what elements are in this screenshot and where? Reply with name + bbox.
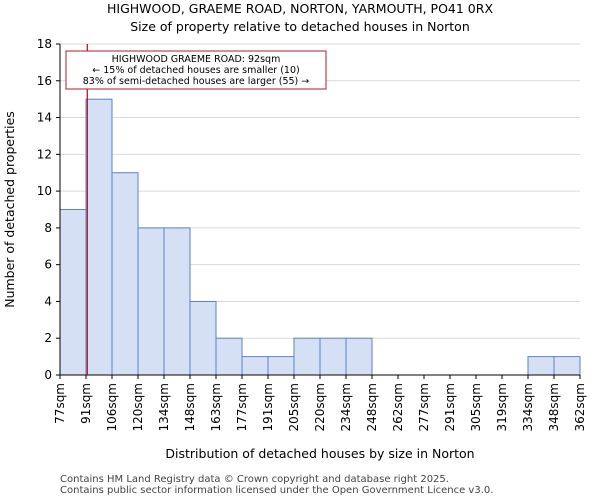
chart-title: HIGHWOOD, GRAEME ROAD, NORTON, YARMOUTH,…: [106, 1, 494, 16]
chart-subtitle: Size of property relative to detached ho…: [130, 19, 470, 34]
x-axis-label: Distribution of detached houses by size …: [165, 446, 474, 461]
annotation-text-line: HIGHWOOD GRAEME ROAD: 92sqm: [112, 54, 281, 65]
x-tick-label: 248sqm: [365, 383, 379, 431]
annotation-text-line: ← 15% of detached houses are smaller (10…: [92, 65, 299, 76]
x-tick-label: 106sqm: [105, 383, 119, 431]
y-tick-label: 16: [37, 74, 52, 88]
x-tick-label: 262sqm: [391, 383, 405, 431]
y-tick-label: 8: [44, 221, 52, 235]
x-tick-label: 319sqm: [495, 383, 509, 431]
annotation-box: [65, 50, 327, 90]
x-tick-label: 205sqm: [287, 383, 301, 431]
histogram-bar: [189, 300, 217, 376]
x-tick-label: 191sqm: [261, 383, 275, 431]
x-tick-label: 163sqm: [209, 383, 223, 431]
y-tick-label: 12: [37, 147, 52, 161]
histogram-bar: [267, 356, 295, 376]
histogram-bar: [163, 227, 191, 376]
histogram-bar: [85, 98, 113, 376]
histogram-bar: [241, 356, 269, 376]
x-tick-label: 148sqm: [183, 383, 197, 431]
x-tick-label: 362sqm: [573, 383, 587, 431]
histogram-bar: [345, 337, 373, 376]
x-tick-label: 220sqm: [313, 383, 327, 431]
footer-copyright: Contains HM Land Registry data © Crown c…: [60, 474, 449, 485]
histogram-bar: [319, 337, 347, 376]
x-tick-label: 348sqm: [547, 383, 561, 431]
histogram-bar: [553, 356, 581, 376]
x-tick-label: 91sqm: [79, 383, 93, 424]
y-tick-label: 10: [37, 184, 52, 198]
x-tick-label: 134sqm: [157, 383, 171, 431]
histogram-bar: [215, 337, 243, 376]
histogram-bar: [111, 172, 139, 376]
x-tick-label: 234sqm: [339, 383, 353, 431]
histogram-bar: [137, 227, 165, 376]
histogram-bar: [527, 356, 555, 376]
x-tick-label: 120sqm: [131, 383, 145, 431]
x-tick-label: 277sqm: [417, 383, 431, 431]
y-tick-label: 14: [37, 111, 52, 125]
x-tick-label: 77sqm: [53, 383, 67, 424]
y-axis-label: Number of detached properties: [2, 111, 17, 308]
y-tick-label: 0: [44, 368, 52, 382]
footer-licence: Contains public sector information licen…: [60, 485, 494, 496]
x-tick-label: 291sqm: [443, 383, 457, 431]
x-tick-label: 177sqm: [235, 383, 249, 431]
histogram-bar: [59, 209, 87, 376]
y-tick-label: 18: [37, 37, 52, 51]
histogram-bar: [293, 337, 321, 376]
annotation-text-line: 83% of semi-detached houses are larger (…: [83, 76, 310, 87]
y-tick-label: 6: [44, 258, 52, 272]
x-tick-label: 305sqm: [469, 383, 483, 431]
y-tick-label: 4: [44, 294, 52, 308]
y-tick-label: 2: [44, 331, 52, 345]
x-tick-label: 334sqm: [521, 383, 535, 431]
